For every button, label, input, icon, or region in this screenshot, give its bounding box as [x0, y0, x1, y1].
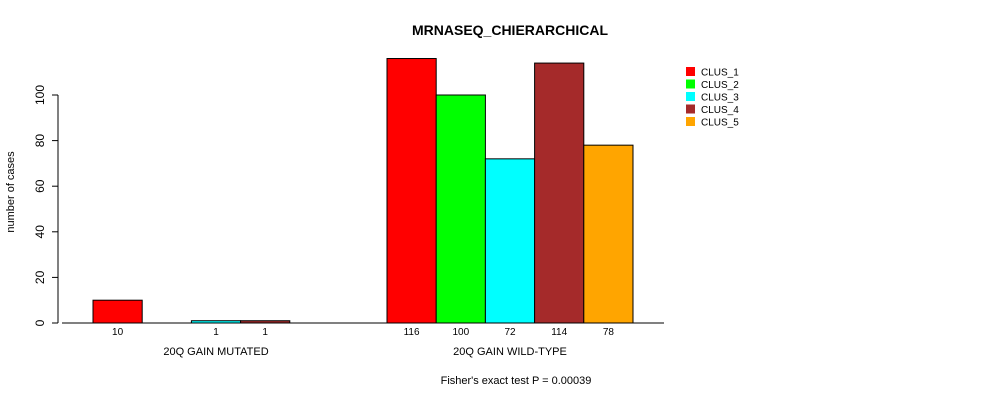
y-tick-label: 0 [33, 319, 47, 326]
bar-value-label: 1 [213, 327, 219, 338]
y-axis-label: number of cases [5, 151, 17, 233]
bar-value-label: 1 [262, 327, 268, 338]
bar-20q-gain-mutated-clus_3 [190, 320, 242, 324]
legend-label-clus_4: CLUS_4 [701, 105, 739, 116]
bar-20q-gain-wild-type-clus_4 [534, 62, 585, 324]
legend-swatch-clus_3 [686, 92, 695, 101]
legend-label-clus_1: CLUS_1 [701, 68, 739, 79]
legend-swatch-clus_1 [686, 67, 695, 76]
legend-swatch-clus_2 [686, 79, 695, 89]
bar-20q-gain-mutated-clus_4 [240, 320, 291, 324]
bar-20q-gain-wild-type-clus_3 [484, 158, 536, 324]
bar-value-labels: 10 1 1 116 100 72 114 78 [112, 327, 614, 338]
legend-swatch-clus_4 [686, 104, 695, 114]
bar-20q-gain-wild-type-clus_5 [583, 144, 634, 324]
y-axis: 0 20 40 60 80 100 [33, 85, 59, 326]
y-tick-label: 80 [33, 134, 47, 148]
bar-value-label: 10 [112, 327, 124, 338]
y-tick-label: 20 [33, 270, 47, 284]
bar-20q-gain-mutated-clus_1 [92, 299, 143, 324]
bar-value-label: 100 [452, 327, 469, 338]
bar-value-label: 72 [504, 327, 516, 338]
bar-20q-gain-wild-type-clus_2 [435, 94, 486, 324]
legend-label-clus_5: CLUS_5 [701, 118, 739, 129]
chart-title: MRNASEQ_CHIERARCHICAL [412, 22, 608, 38]
legend-label-clus_2: CLUS_2 [701, 80, 739, 91]
legend-swatch-clus_5 [686, 117, 695, 126]
bar-value-label: 116 [404, 327, 420, 338]
group-label: 20Q GAIN MUTATED [163, 346, 268, 358]
fisher-test-annotation: Fisher's exact test P = 0.00039 [441, 375, 592, 387]
y-tick-label: 100 [33, 85, 47, 105]
bar-20q-gain-wild-type-clus_1 [386, 58, 437, 324]
group-labels: 20Q GAIN MUTATED 20Q GAIN WILD-TYPE [163, 346, 567, 358]
y-tick-label: 40 [33, 225, 47, 239]
legend-label-clus_3: CLUS_3 [701, 93, 739, 104]
y-tick-label: 60 [33, 179, 47, 193]
group-label: 20Q GAIN WILD-TYPE [453, 346, 567, 358]
bar-value-label: 114 [551, 327, 567, 338]
bars [62, 58, 664, 324]
bar-value-label: 78 [603, 327, 615, 338]
